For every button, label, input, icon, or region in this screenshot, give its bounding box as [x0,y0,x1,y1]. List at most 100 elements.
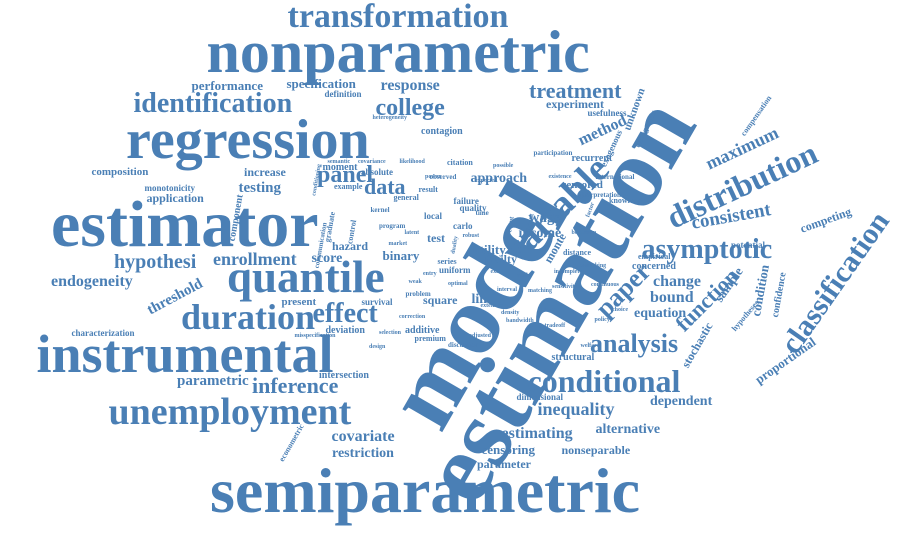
cloud-word-problem: problem [405,289,431,298]
cloud-word-likelihood: likelihood [399,159,425,165]
cloud-word-hazard: hazard [332,239,368,253]
cloud-word-approach: approach [470,171,528,186]
cloud-word-absolute: absolute [361,166,394,177]
cloud-word-adjusted: adjusted [469,333,492,339]
cloud-word-policy: policy [594,317,610,323]
cloud-word-conditional: conditional [527,363,681,399]
cloud-word-characterization: characterization [71,327,135,338]
cloud-word-binary: binary [382,247,420,263]
cloud-word-expected: expected [475,178,498,184]
cloud-word-structural: structural [551,352,595,363]
cloud-word-usefulness: usefulness [587,107,627,118]
cloud-word-additive: additive [405,325,440,336]
cloud-word-continuous: continuous [591,282,620,288]
cloud-word-program: program [379,221,406,230]
cloud-word-rank: rank [517,273,530,279]
cloud-word-transformation: transformation [287,0,509,35]
cloud-word-testing: testing [238,179,282,196]
cloud-word-latent: latent [404,230,420,236]
cloud-word-monotonicity: monotonicity [144,182,196,193]
cloud-word-general: general [393,193,419,202]
cloud-word-performance: performance [191,77,263,93]
cloud-word-deviation: deviation [325,325,365,336]
cloud-word-existence: existence [548,174,572,180]
cloud-word-dimensional: dimensional [516,391,564,402]
cloud-word-nonparametric: nonparametric [206,19,590,85]
cloud-word-estimating: estimating [501,425,573,442]
cloud-word-data: data [364,174,406,199]
cloud-word-effect: effect [312,298,378,329]
cloud-word-quantile: quantile [227,251,385,302]
cloud-word-incomplete: incomplete [554,269,582,275]
cloud-word-frailty: frailty [485,252,517,266]
cloud-word-income: income [518,226,562,241]
cloud-word-panel: panel [317,162,374,188]
cloud-word-covariance: covariance [358,159,386,165]
cloud-word-interpretation: interpretation [579,190,621,199]
cloud-word-unemployment: unemployment [108,391,352,433]
cloud-word-observed: observed [429,172,457,181]
cloud-word-inequality: inequality [537,399,615,419]
cloud-word-correction: correction [399,314,426,320]
cloud-word-restriction: restriction [332,446,394,461]
cloud-word-misspecification: misspecification [294,333,336,339]
cloud-word-carlo: carlo [453,220,473,231]
cloud-word-response: response [380,77,440,94]
cloud-word-change: change [653,273,701,290]
cloud-word-inference: inference [252,373,339,398]
cloud-word-nonseparable: nonseparable [561,443,631,457]
cloud-word-semiparametric: semiparametric [210,455,641,526]
cloud-word-bound: bound [650,289,694,306]
cloud-word-possible: possible [493,163,514,169]
cloud-word-citation: citation [447,158,473,167]
cloud-word-recurrent: recurrent [571,153,613,164]
cloud-word-entry: entry [423,271,437,277]
cloud-word-enrollment: enrollment [213,249,297,269]
cloud-word-intersection: intersection [319,370,369,381]
cloud-word-endogeneity: endogeneity [51,273,133,290]
cloud-word-matching: matching [528,288,552,294]
cloud-word-concerned: concerned [632,261,676,272]
cloud-word-result: result [418,185,438,194]
cloud-word-specification: specification [286,75,356,91]
cloud-word-increase: increase [244,165,286,179]
cloud-word-application: application [146,191,204,205]
cloud-word-tradeoff: tradeoff [544,323,566,329]
cloud-word-market: market [388,241,408,247]
cloud-word-distance: distance [563,248,591,257]
cloud-word-analysis: analysis [590,329,679,358]
cloud-word-knowledge: knowledge [609,196,646,205]
cloud-word-extensive: extensive [480,303,504,309]
cloud-word-choice: choice [612,307,628,313]
cloud-word-discussion: discussion [448,340,479,349]
cloud-word-participation: participation [533,148,573,157]
cloud-word-premium: premium [414,334,446,343]
cloud-word-empirical: empirical [638,252,671,261]
cloud-word-covariate: covariate [331,428,395,445]
cloud-word-identification: identification [133,88,293,119]
cloud-word-density: density [501,310,520,316]
cloud-word-confidence: confidence [769,271,789,319]
cloud-word-international: international [595,172,635,181]
cloud-word-wage: wage [528,209,562,226]
cloud-word-robust: robust [462,233,480,239]
cloud-word-alternative: alternative [595,422,661,437]
cloud-word-utility: utility [472,241,506,257]
cloud-word-parameter: parameter [477,457,531,471]
cloud-word-competing: competing [797,204,853,236]
cloud-word-local: local [424,210,442,221]
cloud-word-estimator: estimator [51,188,319,261]
cloud-word-score: score [311,251,343,266]
cloud-word-asymptotic: asymptotic [641,234,773,265]
cloud-word-failure: failure [453,195,479,206]
cloud-word-equation: equation [634,306,687,321]
cloud-word-square: square [423,293,458,307]
cloud-word-selection: selection [379,330,401,336]
cloud-word-experiment: experiment [546,97,604,111]
cloud-word-moment: moment [322,162,358,173]
cloud-word-semantic: semantic [327,159,351,165]
cloud-word-duration: duration [181,297,316,337]
cloud-word-design: design [369,344,386,350]
cloud-word-time: time [475,208,489,217]
cloud-word-optimal: optimal [448,281,468,287]
